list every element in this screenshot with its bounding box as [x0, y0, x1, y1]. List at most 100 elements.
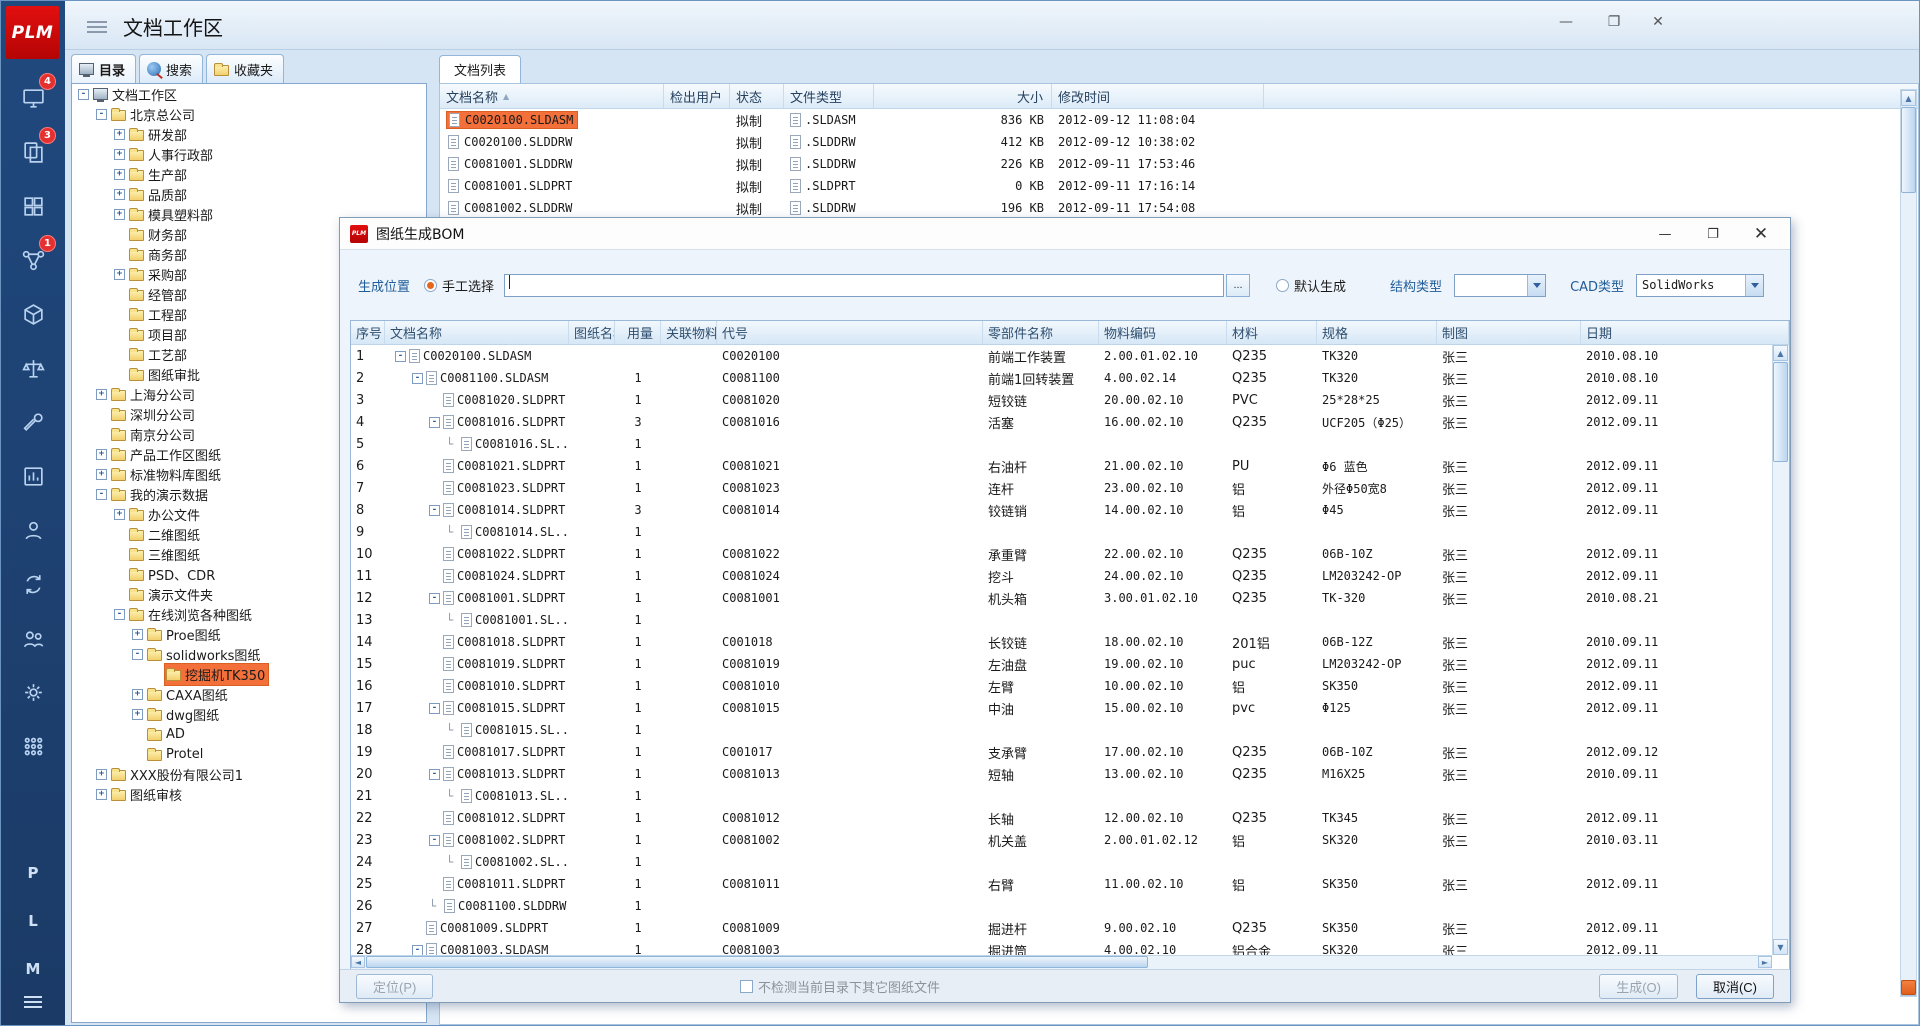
scroll-right-icon[interactable]: ► [1758, 956, 1772, 968]
tree-expander-icon[interactable] [78, 88, 89, 100]
bom-table-row[interactable]: 9 C0081014.SL... 1 [351, 521, 1772, 543]
sidebar-C0081001.SLDDRW-icon[interactable]: C0081001.SLDDRW 拟制 .SLDDRW 226 KB 2012-0… [440, 153, 1918, 175]
tree-expander-icon[interactable] [114, 188, 125, 200]
checkbox-icon[interactable] [740, 979, 753, 993]
vertical-scrollbar[interactable]: ▲ ▼ [1900, 89, 1917, 997]
sidebar-C0081001.SLDPRT-icon[interactable]: C0081001.SLDPRT 拟制 .SLDPRT 0 KB 2012-09-… [440, 175, 1918, 197]
sidebar-tools-icon[interactable] [1, 395, 65, 449]
scroll-up-icon[interactable]: ▲ [1901, 90, 1916, 106]
sidebar-parts-icon[interactable] [1, 287, 65, 341]
sidebar-settings-icon[interactable] [1, 665, 65, 719]
column-header-name[interactable]: 文档名称 ▲ [440, 84, 664, 108]
bom-horizontal-scrollbar[interactable]: ◄ ► [351, 955, 1772, 969]
window-maximize-button[interactable]: ❐ [1607, 14, 1621, 30]
bom-table-row[interactable]: 11 C0081024.SLDPRT 1 C0081024 挖斗 24.00.0… [351, 565, 1772, 587]
bom-table-row[interactable]: 3 C0081020.SLDPRT 1 C0081020 短铰链 20.00.0… [351, 389, 1772, 411]
bom-table-row[interactable]: 15 C0081019.SLDPRT 1 C0081019 左油盘 19.00.… [351, 653, 1772, 675]
sidebar-team-icon[interactable] [1, 611, 65, 665]
manual-select-label[interactable]: 手工选择 [442, 279, 495, 295]
tree-expander-icon[interactable] [114, 168, 125, 180]
bom-table-row[interactable]: 13 C0081001.SL... 1 [351, 609, 1772, 631]
tree-expander-icon[interactable] [96, 108, 107, 120]
sidebar-user-icon[interactable] [1, 503, 65, 557]
tab-document-list[interactable]: 文档列表 [439, 55, 522, 83]
cancel-button[interactable]: 取消(C) [1695, 973, 1774, 999]
bom-table-row[interactable]: 20 C0081013.SLDPRT 1 C0081013 短轴 13.00.0… [351, 763, 1772, 785]
tree-item[interactable]: Proe图纸 [72, 624, 426, 644]
bom-table-row[interactable]: 24 C0081002.SL... 1 [351, 851, 1772, 873]
sidebar-balance-icon[interactable] [1, 341, 65, 395]
bom-table-row[interactable]: 10 C0081022.SLDPRT 1 C0081022 承重臂 22.00.… [351, 543, 1772, 565]
column-header-date[interactable]: 日期 [1581, 321, 1789, 344]
column-header-status[interactable]: 状态 [730, 84, 784, 108]
structure-type-select[interactable] [1454, 273, 1547, 297]
tree-item[interactable]: 二维图纸 [72, 524, 426, 544]
column-header-user[interactable]: 检出用户 [664, 84, 730, 108]
column-header-mcode[interactable]: 物料编码 [1099, 321, 1227, 344]
scroll-left-icon[interactable]: ◄ [351, 956, 365, 968]
tree-item[interactable]: 产品工作区图纸 [72, 444, 426, 464]
rail-menu-icon[interactable] [1, 993, 65, 1021]
row-expander-icon[interactable] [395, 350, 406, 362]
bom-table-row[interactable]: 25 C0081011.SLDPRT 1 C0081011 右臂 11.00.0… [351, 873, 1772, 895]
tree-item[interactable]: 标准物料库图纸 [72, 464, 426, 484]
bom-table-row[interactable]: 5 C0081016.SL... 1 [351, 433, 1772, 455]
tree-item[interactable]: 演示文件夹 [72, 584, 426, 604]
chevron-down-icon[interactable] [1745, 274, 1764, 296]
tree-expander-icon[interactable] [114, 268, 125, 280]
tree-item[interactable]: 项目部 [72, 324, 426, 344]
row-expander-icon[interactable] [429, 834, 440, 846]
tree-item[interactable]: 在线浏览各种图纸 [72, 604, 426, 624]
tree-item[interactable]: 我的演示数据 [72, 484, 426, 504]
tree-item[interactable]: 挖掘机TK350 [72, 662, 426, 686]
column-header-drw[interactable]: 制图 [1437, 321, 1581, 344]
column-header-mat[interactable]: 材料 [1227, 321, 1317, 344]
row-expander-icon[interactable] [429, 504, 440, 516]
bom-table-row[interactable]: 7 C0081023.SLDPRT 1 C0081023 连杆 23.00.02… [351, 477, 1772, 499]
tree-expander-icon[interactable] [96, 388, 107, 400]
tree-expander-icon[interactable] [114, 508, 125, 520]
tree-item[interactable]: 模具塑料部 [72, 204, 426, 224]
tree-item[interactable]: 文档工作区 [72, 84, 426, 104]
generate-path-input[interactable] [504, 273, 1225, 297]
bom-table-row[interactable]: 23 C0081002.SLDPRT 1 C0081002 机关盖 2.00.0… [351, 829, 1772, 851]
row-expander-icon[interactable] [412, 372, 423, 384]
tree-item[interactable]: XXX股份有限公司1 [72, 764, 426, 784]
tab-directory[interactable]: 目录 [71, 54, 137, 83]
menu-icon[interactable] [87, 18, 107, 36]
tree-expander-icon[interactable] [132, 628, 143, 640]
bom-table-row[interactable]: 12 C0081001.SLDPRT 1 C0081001 机头箱 3.00.0… [351, 587, 1772, 609]
tree-item[interactable]: 图纸审批 [72, 364, 426, 384]
chevron-down-icon[interactable] [1527, 274, 1546, 296]
tree-item[interactable]: 财务部 [72, 224, 426, 244]
tree-item[interactable]: Protel [72, 744, 426, 764]
skip-check-option[interactable]: 不检测当前目录下其它图纸文件 [740, 977, 940, 996]
scrollbar-thumb[interactable] [366, 956, 1148, 968]
tree-item[interactable]: 深圳分公司 [72, 404, 426, 424]
default-generate-radio[interactable] [1276, 278, 1290, 292]
tree-expander-icon[interactable] [114, 128, 125, 140]
tree-item[interactable]: 品质部 [72, 184, 426, 204]
scroll-down-icon[interactable]: ▼ [1773, 939, 1788, 955]
sidebar-desktop-icon[interactable]: 4 [1, 71, 65, 125]
column-header-spec[interactable]: 规格 [1317, 321, 1437, 344]
tree-expander-icon[interactable] [132, 648, 143, 660]
tree-item[interactable]: 工艺部 [72, 344, 426, 364]
tree-item[interactable]: 采购部 [72, 264, 426, 284]
scrollbar-thumb[interactable] [1901, 107, 1916, 193]
locate-button[interactable]: 定位(P) [356, 973, 434, 999]
column-header-part[interactable]: 零部件名称 [983, 321, 1099, 344]
manual-select-radio[interactable] [424, 278, 438, 292]
sidebar-reports-icon[interactable] [1, 449, 65, 503]
bom-table-row[interactable]: 18 C0081015.SL... 1 [351, 719, 1772, 741]
tree-item[interactable]: 南京分公司 [72, 424, 426, 444]
bom-table-row[interactable]: 19 C0081017.SLDPRT 1 C001017 支承臂 17.00.0… [351, 741, 1772, 763]
sidebar-C0081002.SLDDRW-icon[interactable]: C0081002.SLDDRW 拟制 .SLDDRW 196 KB 2012-0… [440, 197, 1918, 219]
tree-item[interactable]: CAXA图纸 [72, 684, 426, 704]
rail-letter-m[interactable]: M [25, 960, 41, 978]
tree-expander-icon[interactable] [96, 488, 107, 500]
column-header-no[interactable]: 序号 [351, 321, 385, 344]
row-expander-icon[interactable] [429, 592, 440, 604]
tree-item[interactable]: dwg图纸 [72, 704, 426, 724]
sidebar-apps-icon[interactable] [1, 719, 65, 773]
